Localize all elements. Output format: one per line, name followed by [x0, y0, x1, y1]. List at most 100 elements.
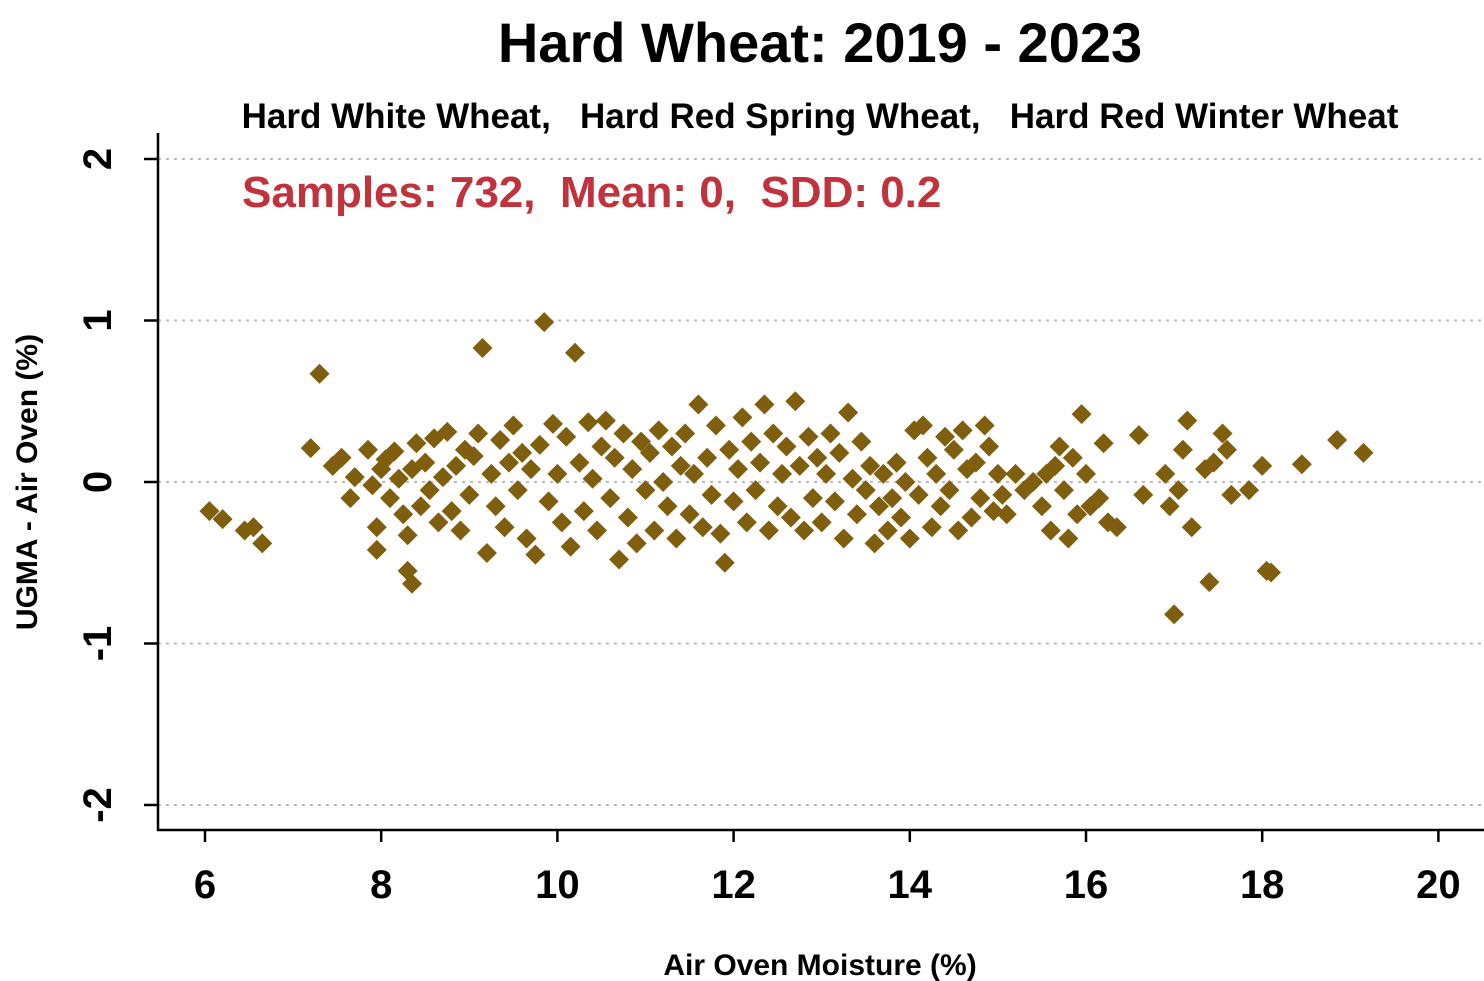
- data-point: [846, 504, 867, 525]
- data-point: [503, 415, 524, 436]
- x-tick-label: 8: [370, 863, 392, 907]
- data-point: [930, 496, 951, 517]
- data-point: [701, 484, 722, 505]
- data-point: [750, 452, 771, 473]
- data-point: [538, 491, 559, 512]
- data-point: [820, 423, 841, 444]
- data-point: [631, 431, 652, 452]
- data-point: [908, 484, 929, 505]
- data-point: [604, 447, 625, 468]
- data-point: [393, 504, 414, 525]
- data-point: [1071, 404, 1092, 425]
- data-point: [785, 391, 806, 412]
- data-point: [723, 491, 744, 512]
- data-point: [1238, 480, 1259, 501]
- data-point: [366, 517, 387, 538]
- x-tick-label: 10: [535, 863, 580, 907]
- data-point: [587, 520, 608, 541]
- data-point: [860, 455, 881, 476]
- data-point: [899, 528, 920, 549]
- data-point: [1128, 425, 1149, 446]
- data-point: [921, 517, 942, 538]
- data-point: [450, 520, 471, 541]
- data-point: [939, 480, 960, 501]
- data-point: [485, 496, 506, 517]
- data-point: [476, 543, 497, 564]
- data-point: [534, 312, 555, 333]
- data-point: [798, 426, 819, 447]
- data-point: [675, 423, 696, 444]
- data-point: [732, 407, 753, 428]
- data-point: [199, 501, 220, 522]
- y-tick-label: 1: [76, 309, 120, 331]
- data-point: [996, 504, 1017, 525]
- data-point: [1261, 562, 1282, 583]
- data-point: [974, 415, 995, 436]
- data-point: [648, 420, 669, 441]
- data-point: [965, 452, 986, 473]
- data-point: [617, 507, 638, 528]
- data-point: [987, 463, 1008, 484]
- data-point: [1172, 439, 1193, 460]
- data-point: [406, 433, 427, 454]
- axis-frame: [156, 133, 1484, 832]
- data-point: [1353, 442, 1374, 463]
- data-points: [199, 312, 1374, 625]
- y-tick-label: 0: [76, 471, 120, 493]
- data-point: [441, 501, 462, 522]
- data-point: [344, 467, 365, 488]
- data-point: [948, 520, 969, 541]
- x-tick-label: 20: [1416, 863, 1461, 907]
- x-tick-label: 6: [194, 863, 216, 907]
- data-point: [384, 441, 405, 462]
- data-point: [565, 342, 586, 363]
- data-point: [397, 525, 418, 546]
- data-point: [728, 459, 749, 480]
- data-point: [1168, 480, 1189, 501]
- data-point: [688, 394, 709, 415]
- data-point: [794, 520, 815, 541]
- data-point: [864, 533, 885, 554]
- data-point: [1040, 520, 1061, 541]
- data-point: [824, 491, 845, 512]
- data-point: [1049, 436, 1070, 457]
- data-point: [410, 496, 431, 517]
- x-tick-label: 14: [888, 863, 933, 907]
- data-point: [1203, 452, 1224, 473]
- data-point: [419, 480, 440, 501]
- data-point: [758, 520, 779, 541]
- data-point: [639, 442, 660, 463]
- data-point: [692, 517, 713, 538]
- data-point: [1221, 484, 1242, 505]
- y-axis-label: UGMA - Air Oven (%): [11, 334, 44, 630]
- data-point: [767, 496, 788, 517]
- data-point: [719, 439, 740, 460]
- data-point: [653, 472, 674, 492]
- y-tick-label: -1: [76, 626, 120, 662]
- data-point: [913, 415, 934, 436]
- data-point: [838, 402, 859, 423]
- data-point: [516, 528, 537, 549]
- data-point: [1053, 480, 1074, 501]
- data-point: [243, 517, 264, 538]
- chart-subtitle: Hard White Wheat, Hard Red Spring Wheat,…: [242, 97, 1399, 136]
- data-point: [979, 436, 1000, 457]
- data-point: [961, 507, 982, 528]
- data-point: [1058, 528, 1079, 549]
- data-point: [481, 463, 502, 484]
- data-point: [437, 421, 458, 442]
- data-point: [547, 463, 568, 484]
- data-point: [463, 446, 484, 467]
- data-point: [472, 337, 493, 358]
- data-point: [415, 452, 436, 473]
- stats-annotation: Samples: 732, Mean: 0, SDD: 0.2: [242, 168, 941, 217]
- data-point: [789, 455, 810, 476]
- data-point: [802, 488, 823, 509]
- data-point: [952, 420, 973, 441]
- data-point: [1216, 439, 1237, 460]
- data-point: [661, 436, 682, 457]
- data-point: [1005, 463, 1026, 484]
